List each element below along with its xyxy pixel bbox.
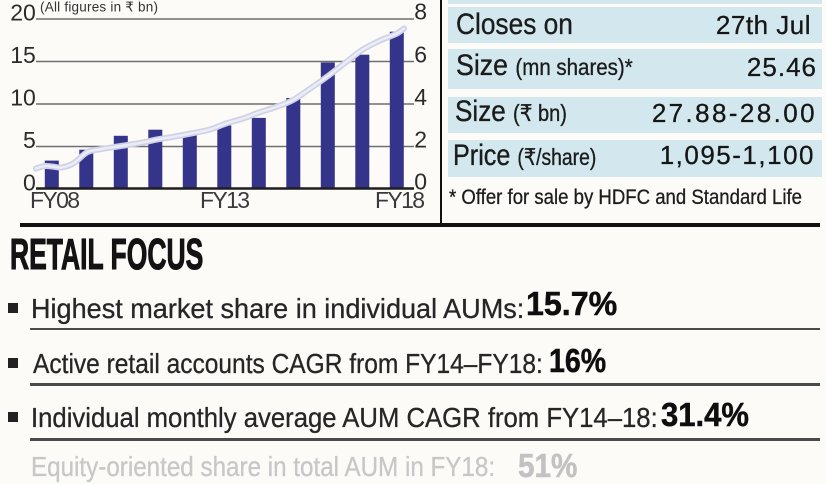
svg-text:0: 0 [23,170,36,196]
svg-text:4: 4 [414,84,427,110]
svg-text:FY18: FY18 [375,187,425,213]
svg-text:15: 15 [10,42,36,68]
svg-text:FY13: FY13 [200,187,250,213]
svg-text:20: 20 [10,0,36,26]
svg-text:2: 2 [414,127,427,153]
svg-text:(All figures in ₹ bn): (All figures in ₹ bn) [40,0,158,15]
svg-text:10: 10 [10,85,36,111]
svg-text:6: 6 [414,42,427,68]
svg-text:FY08: FY08 [30,187,80,213]
svg-text:0: 0 [414,169,427,195]
svg-text:8: 8 [414,0,427,25]
svg-text:5: 5 [23,127,36,153]
